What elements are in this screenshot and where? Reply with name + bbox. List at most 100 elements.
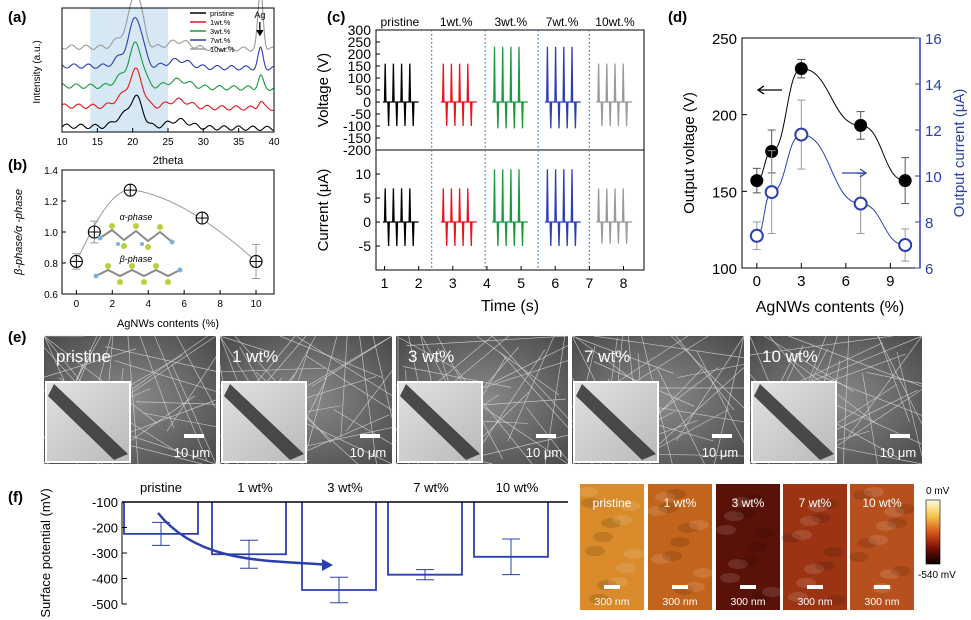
e-nanowire-line bbox=[675, 335, 745, 441]
panel-a-xrd-chart: 10 15 20 25 30 35 40 2theta Intensity (a.u.) p… bbox=[32, 0, 280, 167]
f-map-label: 10 wt% bbox=[862, 496, 902, 510]
f-kpfm-map-1: 1 wt% 300 nm bbox=[647, 484, 713, 610]
d-current-point bbox=[749, 228, 764, 243]
f-ylabel-line1: Surface potential (mV) bbox=[38, 488, 53, 617]
b-xtick-label: 10 bbox=[250, 299, 262, 310]
f-map-texture bbox=[685, 582, 705, 592]
d-right-ylabel: Output current (μA) bbox=[951, 89, 968, 218]
e-nanowire-line bbox=[786, 342, 884, 388]
c-current-wave-4 bbox=[596, 188, 633, 244]
f-map-scale-bar bbox=[807, 585, 823, 589]
a-series-line-3 bbox=[61, 16, 274, 71]
a-series-line-4 bbox=[61, 0, 274, 52]
c-group-label: 10wt.% bbox=[595, 15, 635, 29]
d-xlabel: AgNWs contents (%) bbox=[756, 299, 904, 316]
e-nanowire-line bbox=[296, 336, 393, 396]
e-scale-bar bbox=[360, 434, 380, 438]
a-ylabel: Intensity (a.u.) bbox=[32, 40, 43, 103]
c-voltage-ytick-label: 200 bbox=[348, 46, 372, 62]
e-nanowire-line bbox=[696, 350, 745, 444]
e-nanowire-line bbox=[878, 335, 910, 423]
e-sem-image-0: pristine 10 μm bbox=[43, 335, 217, 465]
e-nanowire-line bbox=[848, 335, 923, 437]
c-voltage-ytick-label: 300 bbox=[348, 22, 372, 38]
c-current-ytick-label: -5 bbox=[359, 238, 372, 254]
d-voltage-point bbox=[794, 62, 808, 76]
f-map-texture bbox=[743, 494, 763, 504]
e-nanowire-line bbox=[305, 355, 393, 411]
b-ylabel: β-phase/α -phase bbox=[13, 189, 25, 276]
d-left-ytick-label: 200 bbox=[712, 108, 737, 125]
e-nanowire-line bbox=[877, 335, 923, 425]
d-xtick-label: 6 bbox=[842, 273, 850, 290]
f-bar-3 bbox=[387, 502, 463, 576]
e-scale-label: 10 μm bbox=[880, 445, 916, 460]
c-current-wave-2 bbox=[492, 169, 528, 247]
f-map-texture bbox=[651, 554, 671, 564]
e-scale-label: 10 μm bbox=[174, 445, 210, 460]
f-map-texture bbox=[747, 542, 767, 552]
b-xtick-label: 4 bbox=[145, 299, 151, 310]
c-voltage-ytick-label: 0 bbox=[363, 94, 371, 110]
f-map-texture bbox=[601, 518, 621, 528]
c-xtick-label: 7 bbox=[585, 275, 593, 291]
panel-label-e: (e) bbox=[8, 329, 26, 346]
e-scale-bar bbox=[712, 434, 732, 438]
c-voltage-ytick-label: -50 bbox=[351, 106, 371, 122]
d-right-ytick-label: 14 bbox=[925, 77, 942, 94]
c-xtick-label: 3 bbox=[449, 275, 457, 291]
a-xtick-label: 25 bbox=[162, 137, 174, 148]
a-xlabel: 2theta bbox=[153, 155, 184, 167]
f-trend-arrow-head bbox=[322, 559, 333, 571]
e-nanowire-line bbox=[144, 412, 217, 428]
f-map-texture bbox=[895, 504, 915, 514]
d-arrow-right-icon bbox=[842, 168, 868, 178]
e-nanowire-line bbox=[493, 345, 569, 383]
f-kpfm-map-0: pristine 300 nm bbox=[578, 484, 644, 610]
c-group-label: 7wt.% bbox=[546, 15, 579, 29]
panel-e-sem-images: pristine 10 μm 1 wt% 10 μm 3 wt% 10 μm 7 wt% 10… bbox=[43, 335, 923, 465]
e-nanowire-line bbox=[764, 335, 854, 392]
d-xtick-label: 3 bbox=[797, 273, 805, 290]
f-map-texture bbox=[811, 513, 831, 523]
e-scale-bar bbox=[536, 434, 556, 438]
f-map-texture bbox=[751, 590, 771, 600]
f-map-texture bbox=[624, 549, 644, 559]
b-inset-beta-label: β-phase bbox=[119, 254, 153, 264]
f-map-texture bbox=[608, 577, 628, 587]
d-right-ytick-label: 12 bbox=[925, 123, 942, 140]
c-xtick-label: 8 bbox=[620, 275, 628, 291]
a-xtick-label: 30 bbox=[198, 137, 210, 148]
f-map-texture bbox=[689, 520, 709, 530]
b-molecule-inset: α-phase β-phase bbox=[93, 212, 183, 285]
f-map-scale-bar bbox=[672, 585, 688, 589]
e-nanowire-line bbox=[476, 335, 560, 396]
e-image-label: 1 wt% bbox=[232, 347, 278, 366]
f-map-texture bbox=[658, 503, 678, 513]
e-nanowire-line bbox=[492, 335, 569, 419]
f-map-texture bbox=[678, 523, 698, 533]
e-sem-image-2: 3 wt% 10 μm bbox=[395, 335, 569, 465]
d-right-ytick-label: 8 bbox=[925, 215, 933, 232]
e-nanowire-line bbox=[896, 351, 923, 457]
f-ytick-label: -500 bbox=[92, 597, 118, 612]
f-map-texture bbox=[887, 518, 907, 528]
c-voltage-wave-0 bbox=[382, 63, 419, 127]
f-map-scale-label: 300 nm bbox=[594, 596, 629, 608]
c-voltage-wave-2 bbox=[492, 46, 528, 129]
e-nanowire-line bbox=[713, 335, 745, 465]
f-map-texture bbox=[728, 559, 748, 569]
e-scale-bar bbox=[184, 434, 204, 438]
e-image-label: pristine bbox=[56, 347, 111, 366]
a-xtick-label: 40 bbox=[268, 137, 280, 148]
b-ytick-label: 1.4 bbox=[44, 166, 58, 177]
b-xtick-label: 2 bbox=[110, 299, 116, 310]
c-current-ylabel: Current (μA) bbox=[315, 169, 332, 252]
a-legend-entry: 1wt.% bbox=[210, 18, 231, 27]
a-xtick-label: 35 bbox=[233, 137, 245, 148]
e-scale-label: 10 μm bbox=[526, 445, 562, 460]
e-nanowire-line bbox=[171, 363, 217, 465]
f-ytick-label: -100 bbox=[92, 495, 118, 510]
e-nanowire-line bbox=[139, 335, 175, 429]
